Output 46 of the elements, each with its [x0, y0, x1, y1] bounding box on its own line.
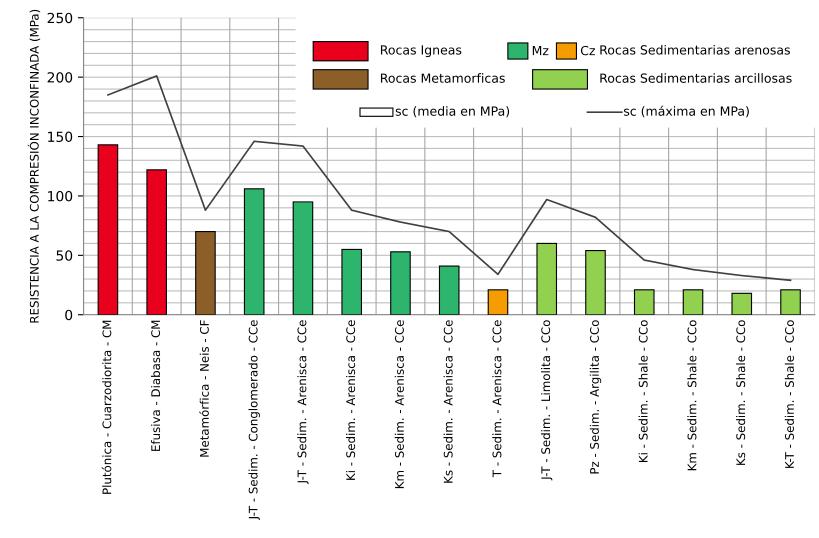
y-tick-label: 100: [48, 190, 72, 202]
y-tick-label: 0: [65, 310, 72, 320]
x-tick-label: Pz - Sedim. - Argilita - CCo: [590, 320, 602, 474]
bar: [731, 292, 752, 315]
x-tick-label: J-T - Sedim. - Arenisca - CCe: [297, 320, 309, 484]
x-tick-label: Km - Sedim. - Arenisca - CCe: [394, 320, 404, 488]
bar: [390, 251, 411, 315]
x-tick-label: Plutónica - Cuarzodiorita - CM: [102, 320, 112, 494]
bar: [488, 289, 508, 315]
y-axis-title: RESISTENCIA A LA COMPRESIÓN INCONFINADA (MPa): [28, 10, 40, 323]
bar: [341, 248, 362, 315]
x-tick-label: Km - Sedim. - Shale - CCo: [687, 320, 696, 470]
legend-label: Rocas Metamorficas: [380, 73, 505, 83]
x-tick-label: Metamórfica - Neis - CF: [199, 320, 209, 457]
x-tick-label: J-T - Sedim. - Conglomerado - CCe: [248, 320, 260, 520]
x-tick-label: Efusiva - Diabasa - CM: [150, 320, 160, 451]
legend-label: Mz: [532, 46, 548, 56]
x-tick-label: Ki - Sedim. - Shale - CCo: [638, 320, 648, 462]
x-tick-label: Ki - Sedim. - Arenisca - CCe: [346, 320, 356, 480]
legend-label: Rocas Sedimentarias arcillosas: [600, 73, 792, 83]
y-tick-label: 250: [48, 12, 72, 24]
bar: [195, 231, 216, 315]
bar: [98, 144, 118, 315]
legend-label: Cz: [580, 46, 595, 56]
line-series: [107, 75, 792, 282]
bar: [536, 242, 558, 315]
y-tick-label: 50: [56, 250, 72, 261]
x-tick-label: T - Sedim. - Arenisca - CCe: [492, 320, 502, 478]
y-tick-label: 150: [48, 132, 72, 142]
x-tick-label: Ks - Sedim. - Shale - CCo: [736, 320, 746, 465]
x-tick-label: J-T - Sedim. - Limolita - CCo: [541, 320, 552, 480]
annotation: Rocas Sedimentarias arenosas: [600, 44, 790, 55]
annotation: sc (media en MPa): [396, 106, 510, 118]
bar: [585, 250, 606, 315]
x-tick-label: Ks - Sedim. - Arenisca - CCe: [444, 320, 453, 483]
bar: [292, 201, 314, 315]
bar: [244, 188, 264, 315]
y-tick-label: 200: [48, 72, 72, 83]
bar: [682, 289, 704, 315]
legend-label: sc (máxima en MPa): [624, 106, 749, 118]
legend-label: Rocas Igneas: [380, 45, 462, 58]
bar: [634, 289, 655, 315]
x-tick-label: K-T - Sedim. - Shale - CCo: [784, 320, 794, 468]
bar: [146, 169, 167, 315]
bar: [438, 265, 460, 315]
bar: [780, 289, 801, 315]
